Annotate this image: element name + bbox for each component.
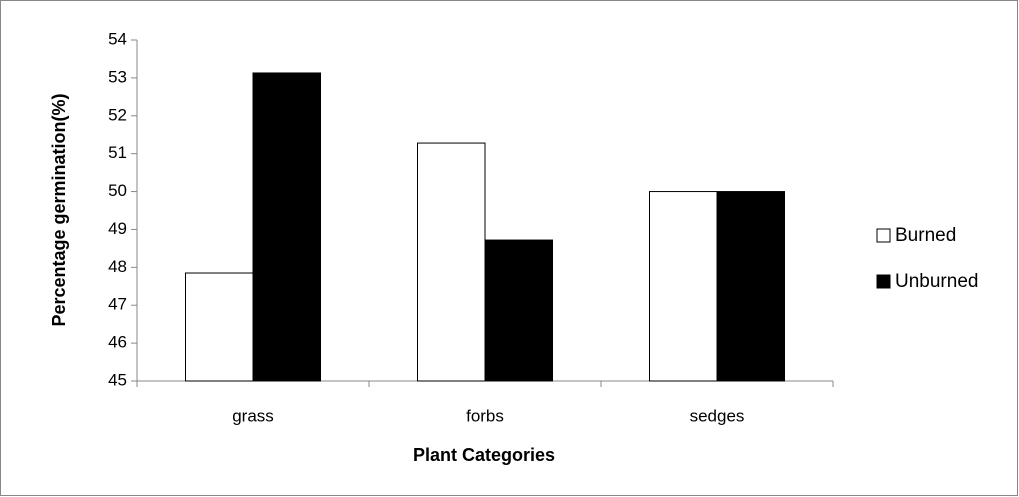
bar	[417, 142, 486, 382]
y-tick-label: 47	[108, 295, 127, 314]
y-tick-label: 51	[108, 143, 127, 162]
legend-label: Burned	[895, 225, 956, 246]
x-tick-label: sedges	[690, 406, 745, 425]
bar	[484, 239, 553, 382]
legend-swatch	[876, 228, 891, 243]
y-tick-label: 48	[108, 257, 127, 276]
y-axis-title: Percentage germination(%)	[49, 93, 69, 326]
legend-label: Unburned	[895, 271, 978, 292]
y-tick-label: 52	[108, 105, 127, 124]
y-tick-label: 50	[108, 181, 127, 200]
legend-swatch	[876, 274, 891, 289]
bar	[252, 72, 321, 382]
x-tick-label: forbs	[466, 406, 504, 425]
bar	[716, 191, 785, 382]
y-tick-label: 53	[108, 67, 127, 86]
y-tick-label: 45	[108, 370, 127, 389]
x-tick-label: grass	[232, 406, 274, 425]
x-axis-title: Plant Categories	[413, 445, 555, 465]
bar	[649, 191, 718, 382]
y-tick-label: 49	[108, 219, 127, 238]
bar	[185, 272, 254, 382]
y-tick-label: 46	[108, 333, 127, 352]
y-tick-label: 54	[108, 29, 127, 48]
